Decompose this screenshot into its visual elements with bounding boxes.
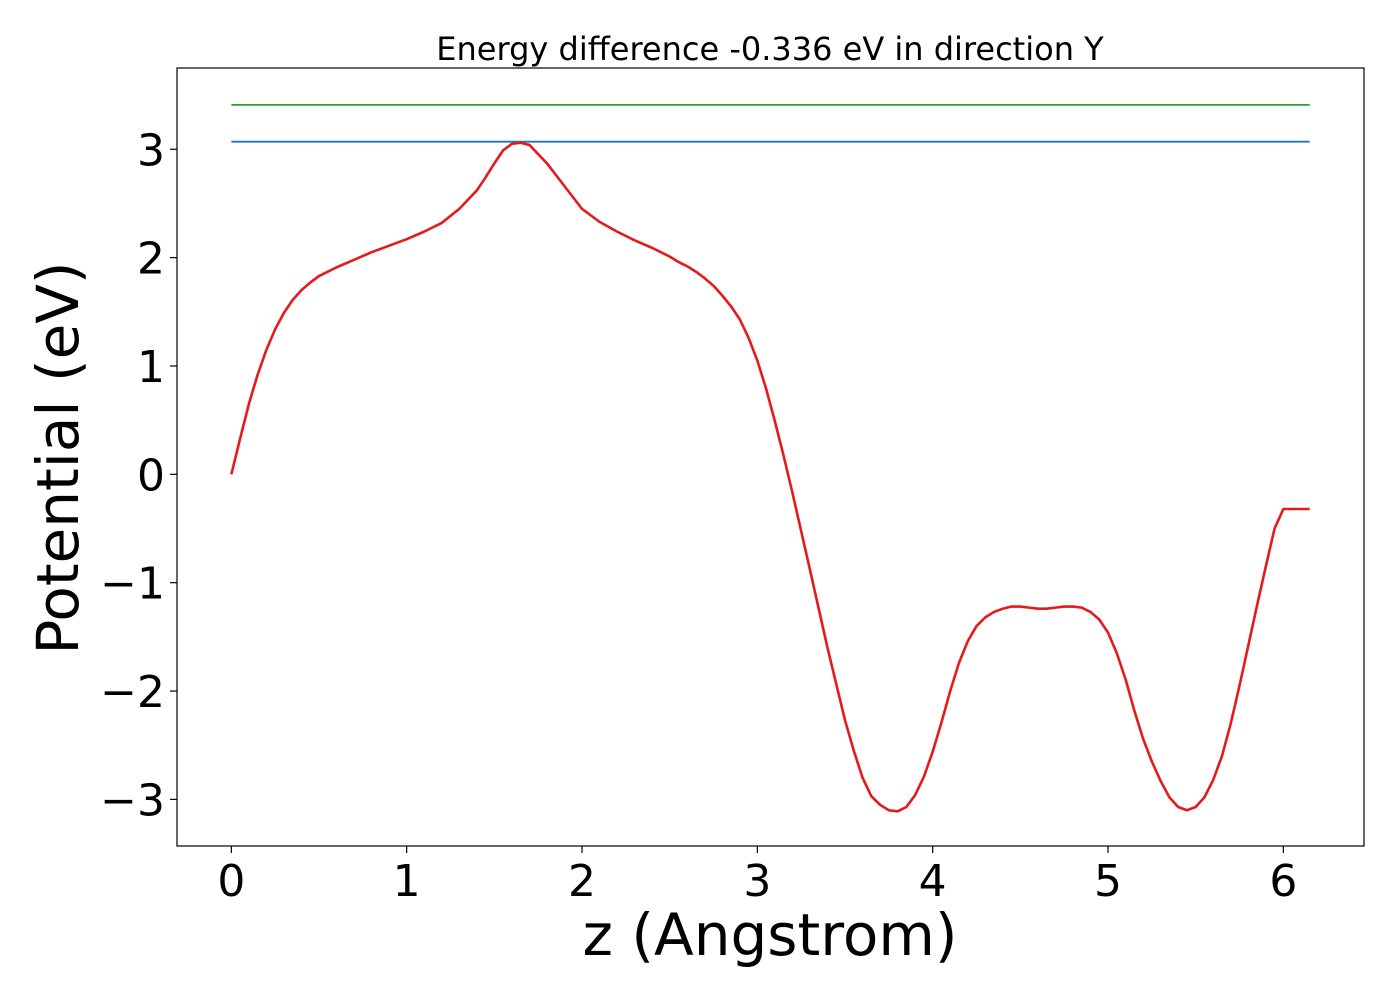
x-tick-label: 1 [393,856,421,907]
x-axis-label: z (Angstrom) [583,901,958,969]
x-tick-label: 2 [568,856,596,907]
y-tick-label: 1 [137,342,165,393]
x-tick-label: 3 [743,856,771,907]
x-tick-label: 5 [1094,856,1122,907]
chart-title: Energy difference -0.336 eV in direction… [436,30,1104,68]
x-axis: 0 1 2 3 4 5 6 [217,846,1297,907]
plot-frame [176,67,1365,847]
y-tick-label: 2 [137,234,165,285]
y-tick-label: 0 [137,450,165,501]
y-tick-label: −2 [100,667,165,718]
y-axis-label: Potential (eV) [24,261,92,654]
plot-area [230,103,1310,813]
x-tick-label: 0 [217,856,245,907]
x-tick-label: 6 [1269,856,1297,907]
y-tick-label: −1 [100,559,165,610]
series-line-2 [230,141,1310,813]
y-tick-label: −3 [100,775,165,826]
x-tick-label: 4 [919,856,947,907]
y-axis: −3 −2 −1 0 1 2 3 [100,125,177,826]
y-tick-label: 3 [137,125,165,176]
